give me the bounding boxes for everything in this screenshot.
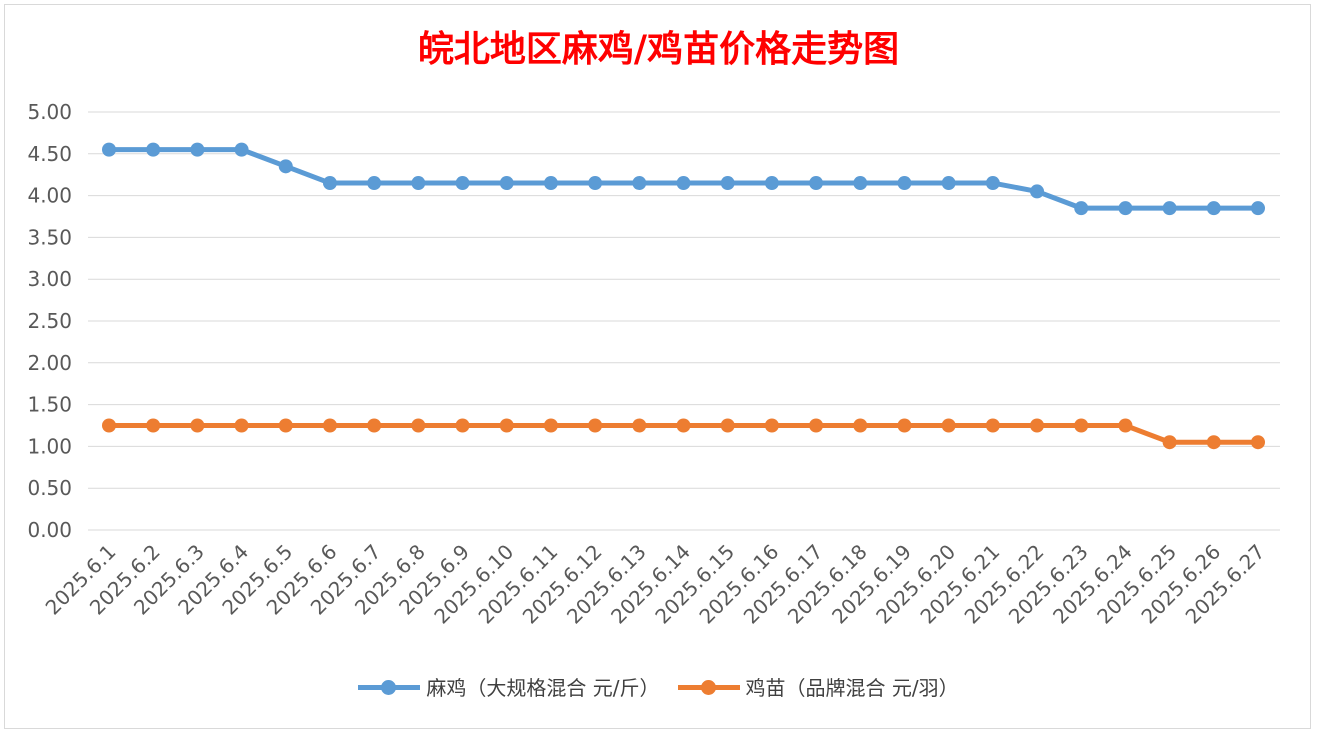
data-point-series-1: [1118, 201, 1133, 216]
data-point-series-1: [411, 176, 426, 191]
data-point-series-1: [809, 176, 824, 191]
data-point-series-1: [234, 142, 249, 157]
y-tick-label: 3.50: [27, 225, 72, 249]
data-point-series-2: [720, 418, 735, 433]
data-point-series-1: [632, 176, 647, 191]
legend-label-series-1: 麻鸡（大规格混合 元/斤）: [426, 676, 660, 700]
data-point-series-2: [190, 418, 205, 433]
data-point-series-2: [411, 418, 426, 433]
data-point-series-1: [985, 176, 1000, 191]
data-point-series-1: [853, 176, 868, 191]
y-tick-label: 4.00: [27, 184, 72, 208]
y-tick-label: 2.00: [27, 351, 72, 375]
data-point-series-1: [146, 142, 161, 157]
data-point-series-2: [1206, 435, 1221, 450]
data-point-series-2: [588, 418, 603, 433]
chart-title: 皖北地区麻鸡/鸡苗价格走势图: [417, 28, 900, 70]
data-point-series-2: [1162, 435, 1177, 450]
data-point-series-1: [322, 176, 337, 191]
data-point-series-2: [1118, 418, 1133, 433]
data-point-series-2: [543, 418, 558, 433]
data-point-series-1: [720, 176, 735, 191]
data-point-series-1: [897, 176, 912, 191]
data-point-series-1: [676, 176, 691, 191]
legend: 麻鸡（大规格混合 元/斤） 鸡苗（品牌混合 元/羽）: [0, 672, 1317, 701]
data-point-series-2: [809, 418, 824, 433]
data-point-series-1: [1162, 201, 1177, 216]
data-point-series-2: [985, 418, 1000, 433]
data-point-series-2: [455, 418, 470, 433]
data-point-series-2: [941, 418, 956, 433]
data-point-series-2: [1074, 418, 1089, 433]
legend-swatch-series-1: [358, 677, 421, 697]
data-point-series-2: [764, 418, 779, 433]
data-point-series-1: [499, 176, 514, 191]
data-point-series-1: [367, 176, 382, 191]
y-tick-label: 0.50: [27, 476, 72, 500]
data-point-series-1: [1030, 184, 1045, 199]
legend-item-series-2: 鸡苗（品牌混合 元/羽）: [677, 672, 959, 701]
data-point-series-2: [676, 418, 691, 433]
data-point-series-1: [941, 176, 956, 191]
data-point-series-2: [853, 418, 868, 433]
y-tick-label: 2.50: [27, 309, 72, 333]
legend-item-series-1: 麻鸡（大规格混合 元/斤）: [358, 672, 660, 701]
data-point-series-2: [367, 418, 382, 433]
data-point-series-2: [632, 418, 647, 433]
data-point-series-2: [1030, 418, 1045, 433]
legend-swatch-series-2: [677, 677, 740, 697]
data-point-series-1: [764, 176, 779, 191]
data-point-series-1: [588, 176, 603, 191]
data-point-series-1: [190, 142, 205, 157]
data-point-series-1: [278, 159, 293, 174]
data-point-series-1: [455, 176, 470, 191]
data-point-series-2: [146, 418, 161, 433]
data-point-series-2: [322, 418, 337, 433]
data-point-series-1: [102, 142, 116, 157]
y-tick-label: 0.00: [27, 518, 72, 542]
y-tick-label: 5.00: [27, 100, 72, 124]
data-point-series-2: [278, 418, 293, 433]
y-tick-label: 4.50: [27, 142, 72, 166]
legend-label-series-2: 鸡苗（品牌混合 元/羽）: [745, 676, 959, 700]
data-point-series-2: [499, 418, 514, 433]
data-point-series-2: [897, 418, 912, 433]
data-point-series-1: [1206, 201, 1221, 216]
data-point-series-2: [1251, 435, 1265, 450]
data-point-series-2: [234, 418, 249, 433]
y-tick-label: 1.00: [27, 434, 72, 458]
chart-frame: [4, 4, 1311, 729]
data-point-series-1: [1251, 201, 1265, 216]
data-point-series-1: [1074, 201, 1089, 216]
data-point-series-2: [102, 418, 116, 433]
data-point-series-1: [543, 176, 558, 191]
y-tick-label: 1.50: [27, 393, 72, 417]
y-tick-label: 3.00: [27, 267, 72, 291]
